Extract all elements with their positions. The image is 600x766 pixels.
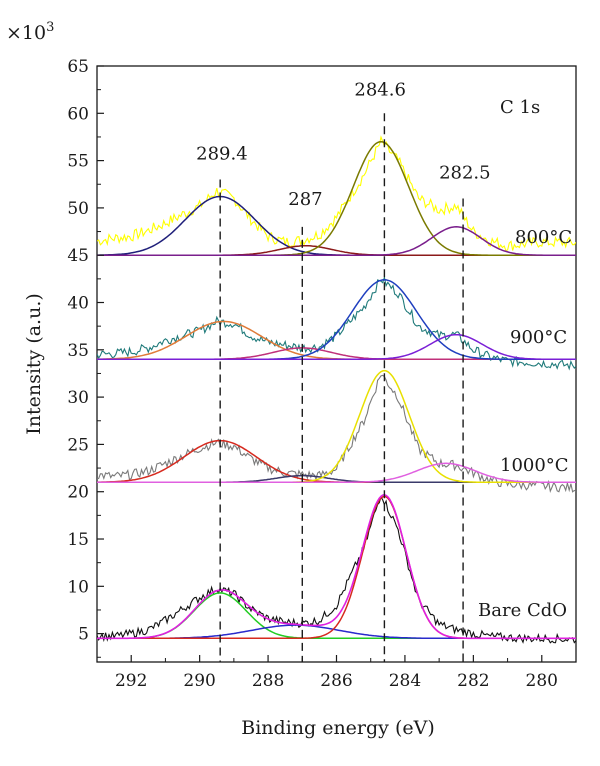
- sample-group: [97, 369, 576, 493]
- y-tick-label: 30: [67, 388, 89, 408]
- fit-component-line: [97, 333, 576, 361]
- x-axis-title: Binding energy (eV): [241, 717, 435, 739]
- x-tick-label: 290: [183, 671, 215, 691]
- y-tick-label: 45: [67, 246, 89, 266]
- y-tick-label: 60: [67, 104, 89, 124]
- fit-component-line: [97, 140, 576, 256]
- x-tick-label: 286: [320, 671, 352, 691]
- x-ticks-layer: 292 290 288 286 284 282 280: [96, 655, 577, 691]
- y-tick-label: 10: [67, 577, 89, 597]
- y-multiplier-label: ×103: [6, 20, 54, 44]
- reference-lines-layer: [219, 113, 464, 662]
- curves-layer: [97, 135, 576, 644]
- sample-group: [97, 135, 576, 256]
- y-tick-label: 35: [67, 341, 89, 361]
- y-ticks-layer: 5 10 15 20 25 30 35 40 45 50 55 60 65: [67, 57, 104, 658]
- element-label: C 1s: [500, 97, 540, 118]
- x-tick-label: 280: [526, 671, 558, 691]
- fit-component-line: [97, 279, 576, 361]
- y-multiplier-exponent: 3: [46, 20, 54, 35]
- raw-data-line: [97, 135, 576, 252]
- x-tick-label: 284: [389, 671, 421, 691]
- y-tick-label: 5: [78, 625, 89, 645]
- y-tick-label: 20: [67, 483, 89, 503]
- sample-group: [97, 275, 576, 371]
- sample-label: Bare CdO: [478, 600, 567, 621]
- reference-line-label: 284.6: [354, 79, 406, 100]
- x-tick-label: 288: [252, 671, 284, 691]
- raw-data-line: [97, 374, 576, 493]
- reference-line-label: 289.4: [196, 144, 248, 165]
- y-tick-label: 15: [67, 530, 89, 550]
- raw-data-line: [97, 495, 576, 644]
- fit-component-line: [97, 226, 576, 256]
- x-tick-label: 292: [115, 671, 147, 691]
- x-tick-label: 282: [457, 671, 489, 691]
- y-tick-label: 25: [67, 435, 89, 455]
- y-tick-label: 40: [67, 294, 89, 314]
- sample-label: 800°C: [515, 227, 572, 248]
- sample-group: [97, 493, 576, 644]
- y-tick-label: 50: [67, 199, 89, 219]
- fit-component-line: [97, 462, 576, 484]
- y-axis-title: Intensity (a.u.): [23, 293, 45, 435]
- reference-line-label: 287: [288, 189, 322, 210]
- sample-label: 1000°C: [500, 455, 569, 476]
- fit-envelope-line: [97, 493, 576, 640]
- y-tick-label: 65: [67, 57, 89, 77]
- plot-frame: [96, 65, 577, 663]
- annotation-layer: 800°C 900°C 1000°C Bare CdO 289.4 287 284.6 282…: [196, 79, 572, 621]
- y-tick-label: 55: [67, 152, 89, 172]
- sample-label: 900°C: [510, 327, 567, 348]
- reference-line-label: 282.5: [439, 162, 491, 183]
